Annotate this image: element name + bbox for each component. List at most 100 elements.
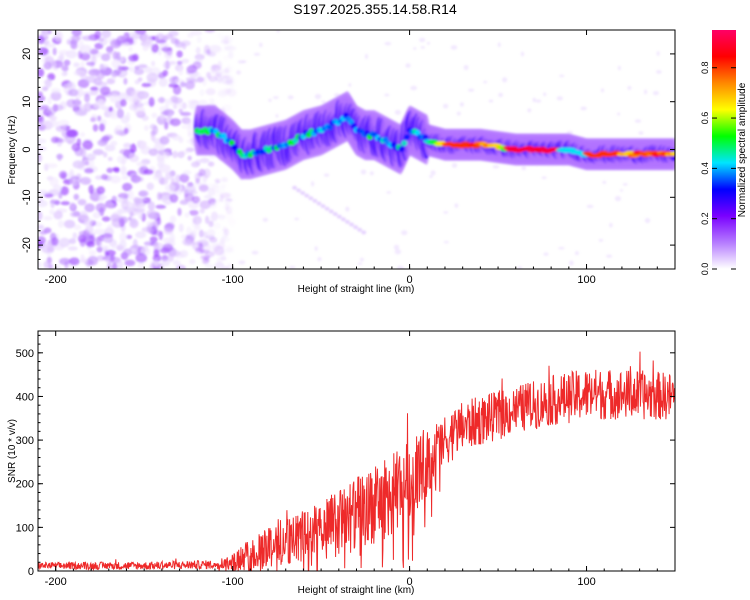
heatmap-cell (349, 222, 355, 227)
heatmap-cell (130, 217, 137, 226)
heatmap-cell (120, 165, 127, 176)
heatmap-cell (38, 115, 45, 124)
heatmap-cell (186, 119, 192, 127)
snr-y-label: SNR (10 * v/v) (7, 419, 18, 483)
heatmap-cell (214, 178, 221, 184)
heatmap-cell (80, 147, 87, 158)
heatmap-cell (149, 236, 158, 243)
heatmap-cell (224, 244, 233, 253)
heatmap-cell (396, 265, 404, 269)
heatmap-cell (212, 213, 223, 219)
heatmap-cell (184, 192, 195, 202)
heatmap-cell (199, 208, 205, 214)
heatmap-cell (92, 124, 99, 132)
heatmap-cell (187, 132, 194, 138)
heatmap-cell (568, 260, 574, 266)
heatmap-cell (157, 49, 162, 56)
heatmap-cell (176, 60, 183, 65)
heatmap-cell (130, 174, 141, 184)
heatmap-cell (204, 263, 214, 269)
heatmap-cell (119, 232, 128, 242)
heatmap-cell (208, 204, 217, 210)
heatmap-cell (116, 155, 128, 164)
heatmap-cell (443, 211, 449, 214)
heatmap-cell (169, 233, 176, 242)
heatmap-cell (63, 219, 76, 229)
heatmap-cell (116, 108, 124, 119)
heatmap-cell (656, 69, 662, 74)
heatmap-cell (119, 239, 127, 250)
heatmap-cell (118, 92, 129, 102)
heatmap-cell (105, 201, 114, 209)
heatmap-cell (136, 161, 148, 167)
heatmap-cell (57, 119, 70, 127)
heatmap-cell (200, 157, 210, 164)
heatmap-cell (558, 246, 565, 250)
heatmap-cell (130, 247, 137, 254)
heatmap-cell (213, 222, 222, 230)
heatmap-cell (82, 35, 94, 41)
heatmap-cell (38, 68, 45, 77)
heatmap-cell (199, 254, 208, 261)
heatmap-cell (100, 53, 111, 62)
heatmap-cell (97, 240, 103, 247)
heatmap-cell (94, 42, 104, 50)
heatmap-cell (79, 210, 89, 221)
heatmap-cell (228, 50, 234, 59)
x-tick-label: -200 (45, 274, 67, 286)
heatmap-cell (59, 257, 71, 266)
heatmap-cell (73, 70, 86, 77)
heatmap-cell (336, 214, 342, 219)
heatmap-cell (61, 71, 68, 77)
heatmap-cell (143, 169, 154, 175)
heatmap-cell (49, 177, 59, 187)
heatmap-cell (84, 161, 90, 166)
heatmap-cell (198, 229, 204, 238)
heatmap-cell (78, 40, 84, 51)
heatmap-cell (208, 75, 218, 82)
heatmap-cell (221, 192, 232, 199)
heatmap-cell (224, 204, 229, 211)
heatmap-cell (123, 142, 132, 149)
heatmap-cell (38, 152, 42, 163)
heatmap-cell (420, 45, 425, 49)
heatmap-cell (221, 177, 228, 183)
y-tick-label: 400 (16, 391, 34, 403)
heatmap-cell (204, 215, 210, 224)
heatmap-cell (38, 224, 45, 230)
heatmap-cell (96, 186, 105, 195)
heatmap-cell (361, 230, 367, 235)
colorbar: 0.0 0.2 0.4 0.6 0.8 Normalized spectral ampl… (700, 30, 748, 275)
heatmap-cell (165, 171, 173, 180)
heatmap-cell (89, 48, 99, 55)
heatmap-cell (165, 98, 170, 109)
heatmap-cell (146, 220, 154, 228)
heatmap-cell (454, 203, 459, 208)
heatmap-cell (134, 30, 147, 35)
heatmap-cell (146, 72, 159, 83)
heatmap-cell (463, 64, 469, 71)
heatmap-cell (84, 153, 97, 159)
heatmap-cell (172, 150, 178, 159)
heatmap-cell (364, 53, 369, 60)
heatmap-cell (49, 199, 61, 204)
heatmap-cell (517, 266, 522, 269)
heatmap-cell (208, 197, 217, 206)
colorbar-tick-label: 0.6 (700, 112, 710, 125)
heatmap-cell (137, 261, 145, 269)
heatmap-cell (63, 59, 71, 66)
heatmap-cell (96, 246, 103, 253)
heatmap-cell (82, 139, 93, 150)
heatmap-cell (73, 62, 80, 68)
heatmap-cell (140, 145, 152, 155)
heatmap-cell (177, 151, 185, 159)
heatmap-cell (120, 98, 127, 107)
heatmap-cell (133, 196, 140, 203)
heatmap-cell (95, 202, 107, 213)
heatmap-cell (156, 192, 162, 201)
heatmap-cell (442, 103, 449, 109)
heatmap-cell (180, 234, 187, 239)
y-tick-label: 500 (16, 348, 34, 360)
heatmap-cell (532, 97, 536, 103)
heatmap-cell (314, 246, 318, 251)
